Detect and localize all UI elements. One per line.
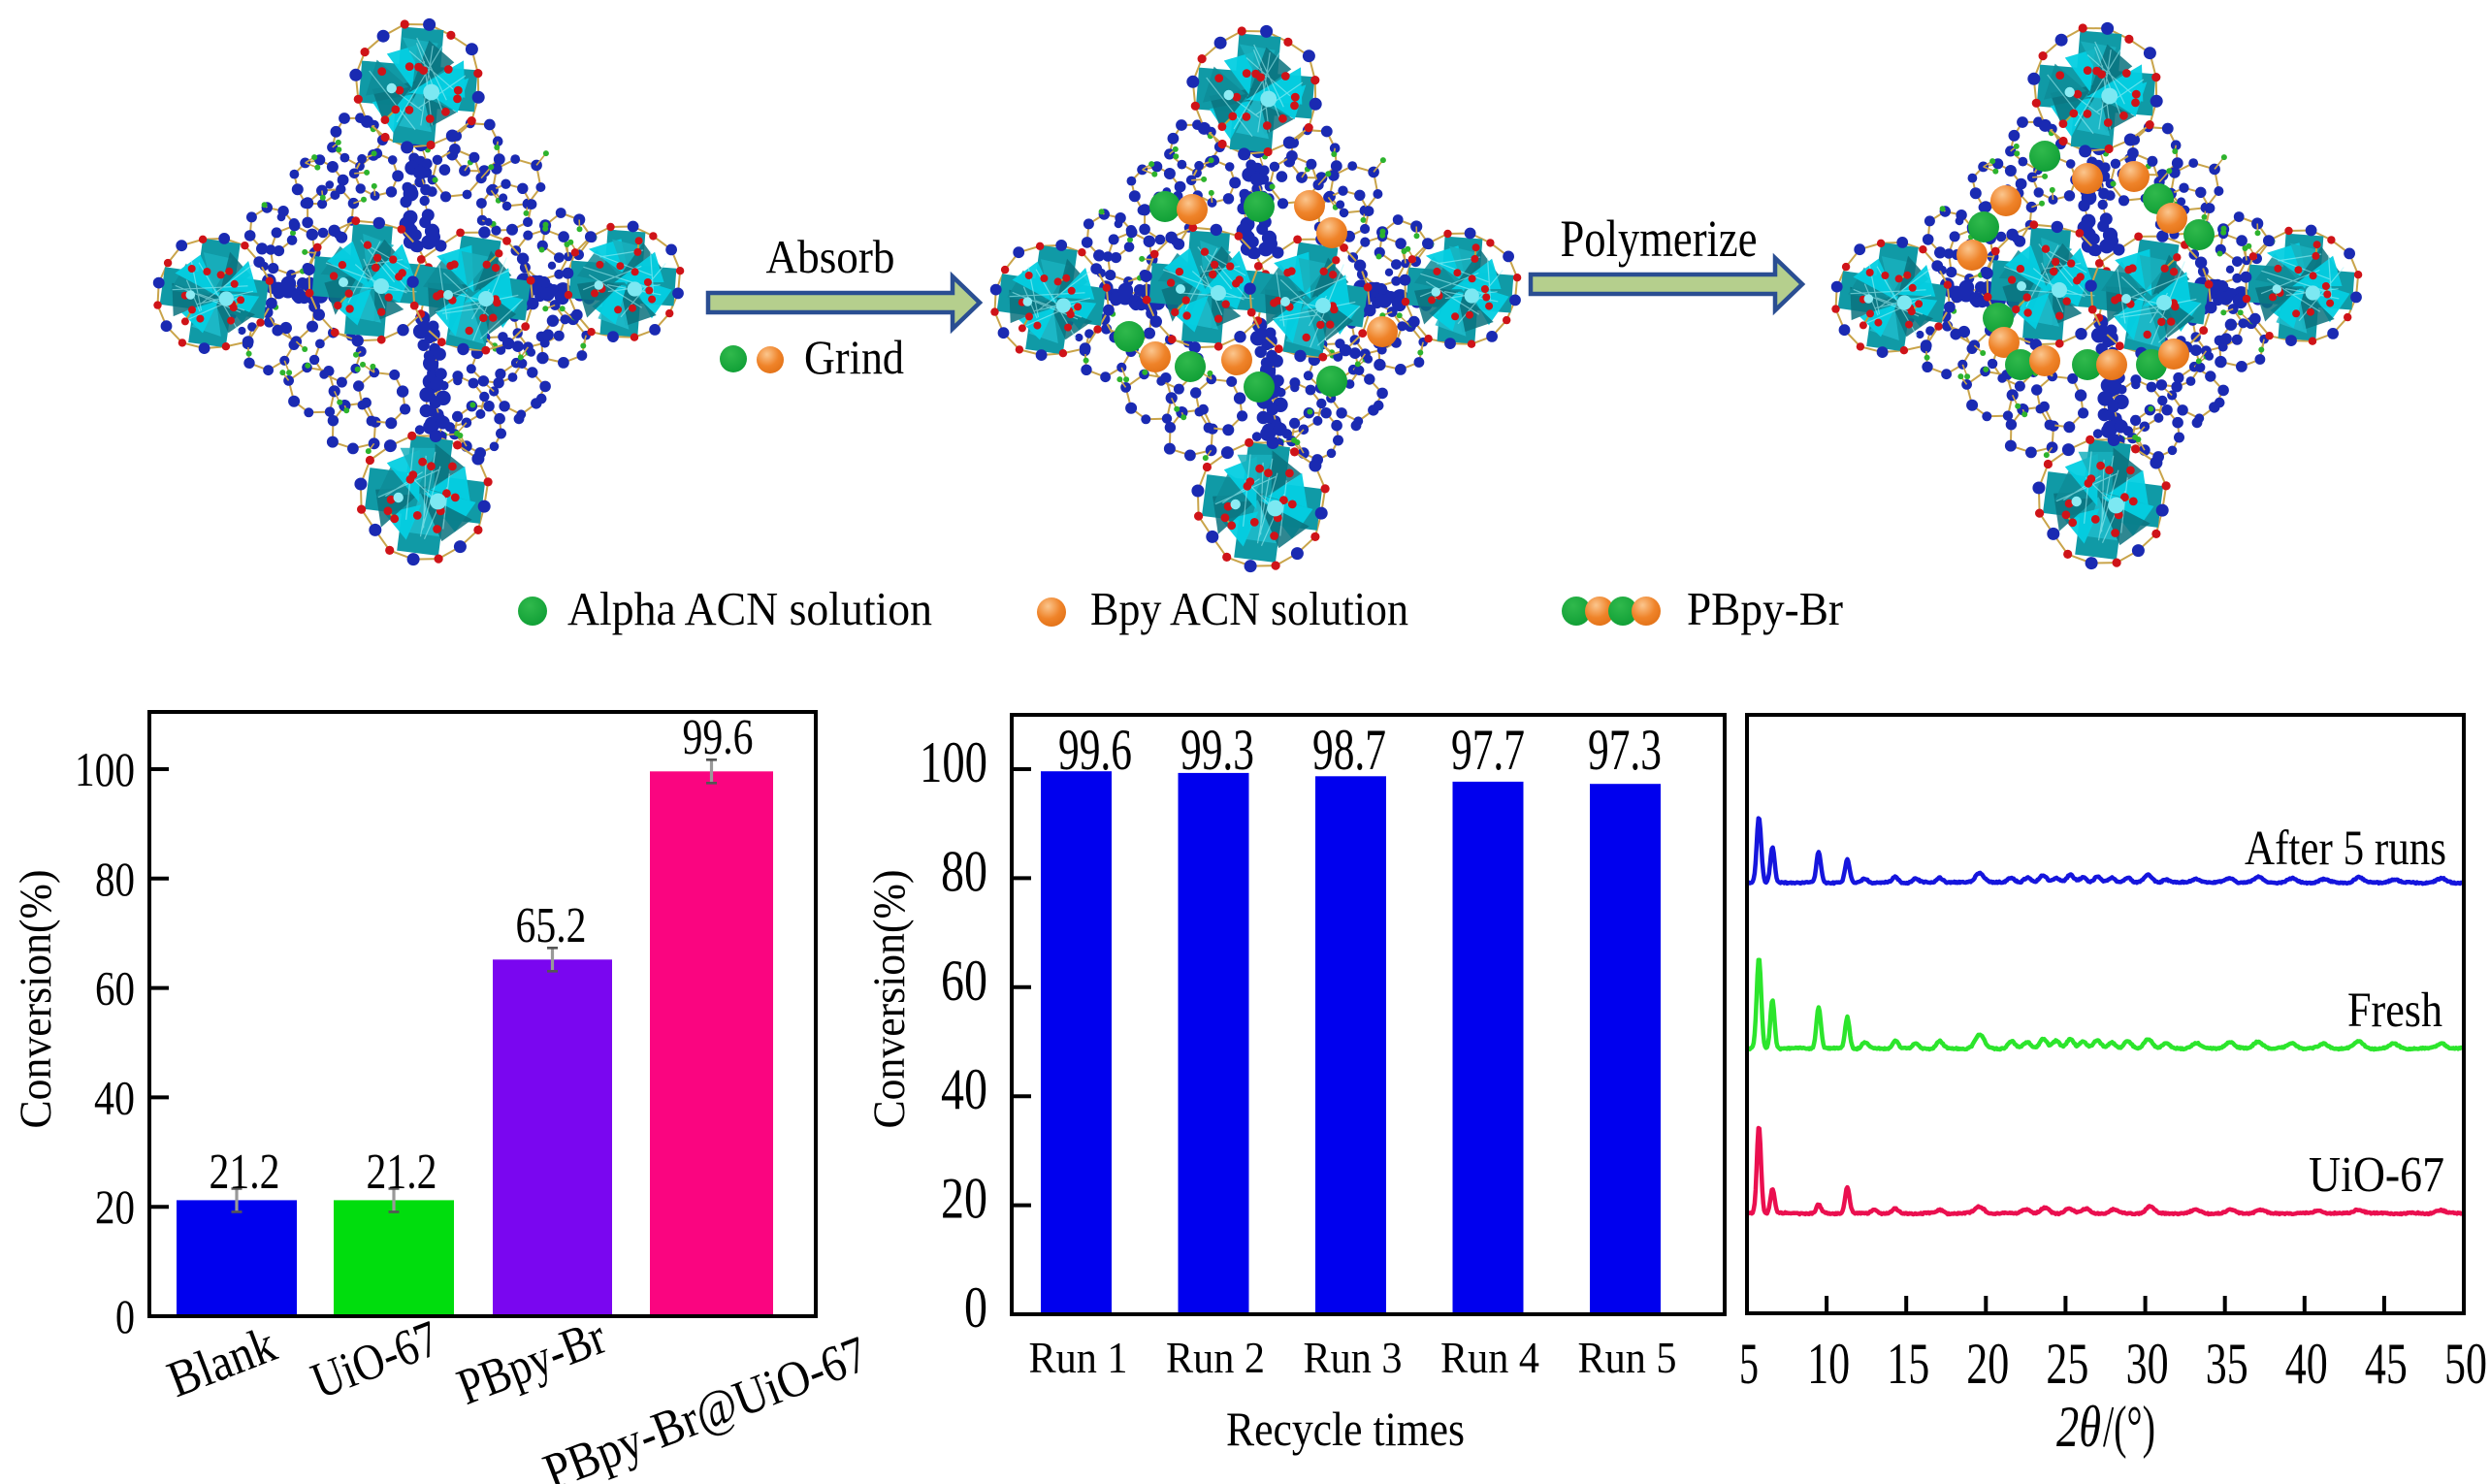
svg-text:80: 80 — [941, 839, 987, 903]
svg-text:0: 0 — [115, 1289, 135, 1343]
svg-text:Run 2: Run 2 — [1166, 1334, 1265, 1382]
svg-text:/(°): /(°) — [2103, 1395, 2155, 1459]
svg-text:20: 20 — [941, 1167, 987, 1231]
svg-text:45: 45 — [2365, 1332, 2408, 1396]
svg-text:2θ: 2θ — [2056, 1395, 2101, 1459]
svg-text:97.7: 97.7 — [1451, 718, 1525, 782]
svg-text:40: 40 — [2285, 1332, 2328, 1396]
svg-text:65.2: 65.2 — [516, 898, 587, 953]
svg-text:Conversion(%): Conversion(%) — [864, 870, 915, 1129]
svg-text:20: 20 — [95, 1179, 135, 1234]
svg-text:Grind: Grind — [804, 330, 904, 384]
svg-text:60: 60 — [95, 961, 135, 1016]
svg-text:40: 40 — [94, 1070, 135, 1124]
svg-text:40: 40 — [941, 1057, 987, 1121]
svg-text:80: 80 — [95, 852, 135, 906]
svg-text:21.2: 21.2 — [367, 1145, 437, 1200]
svg-text:21.2: 21.2 — [210, 1145, 280, 1200]
svg-text:0: 0 — [964, 1275, 987, 1339]
svg-text:Run 1: Run 1 — [1029, 1334, 1128, 1382]
svg-text:Polymerize: Polymerize — [1561, 210, 1758, 268]
svg-text:50: 50 — [2444, 1332, 2487, 1396]
svg-text:Bpy ACN solution: Bpy ACN solution — [1090, 582, 1408, 635]
svg-text:97.3: 97.3 — [1588, 718, 1662, 782]
svg-text:10: 10 — [1807, 1332, 1850, 1396]
svg-text:Run 5: Run 5 — [1578, 1334, 1677, 1382]
svg-text:20: 20 — [1966, 1332, 2009, 1396]
svg-text:35: 35 — [2206, 1332, 2248, 1396]
svg-text:25: 25 — [2046, 1332, 2088, 1396]
svg-text:PBpy-Br: PBpy-Br — [450, 1308, 614, 1416]
svg-text:After 5 runs: After 5 runs — [2245, 822, 2446, 876]
svg-text:99.3: 99.3 — [1180, 718, 1254, 782]
svg-text:99.6: 99.6 — [683, 710, 754, 765]
svg-text:30: 30 — [2126, 1332, 2169, 1396]
svg-text:UiO-67: UiO-67 — [304, 1310, 446, 1410]
svg-text:99.6: 99.6 — [1058, 718, 1132, 782]
svg-text:UiO-67: UiO-67 — [2309, 1147, 2444, 1203]
svg-text:Run 4: Run 4 — [1440, 1334, 1539, 1382]
svg-text:Recycle times: Recycle times — [1226, 1402, 1465, 1456]
svg-text:Conversion(%): Conversion(%) — [11, 870, 61, 1129]
svg-text:100: 100 — [920, 730, 987, 794]
svg-text:Fresh: Fresh — [2347, 984, 2442, 1038]
svg-text:Alpha ACN solution: Alpha ACN solution — [567, 582, 932, 635]
svg-text:98.7: 98.7 — [1312, 718, 1386, 782]
svg-text:60: 60 — [941, 949, 987, 1013]
svg-text:15: 15 — [1887, 1332, 1929, 1396]
svg-text:Absorb: Absorb — [766, 230, 895, 283]
svg-text:Blank: Blank — [160, 1316, 284, 1408]
svg-text:5: 5 — [1739, 1332, 1759, 1396]
svg-text:100: 100 — [75, 742, 135, 796]
svg-text:PBpy-Br: PBpy-Br — [1687, 582, 1843, 635]
svg-text:Run 3: Run 3 — [1304, 1334, 1403, 1382]
